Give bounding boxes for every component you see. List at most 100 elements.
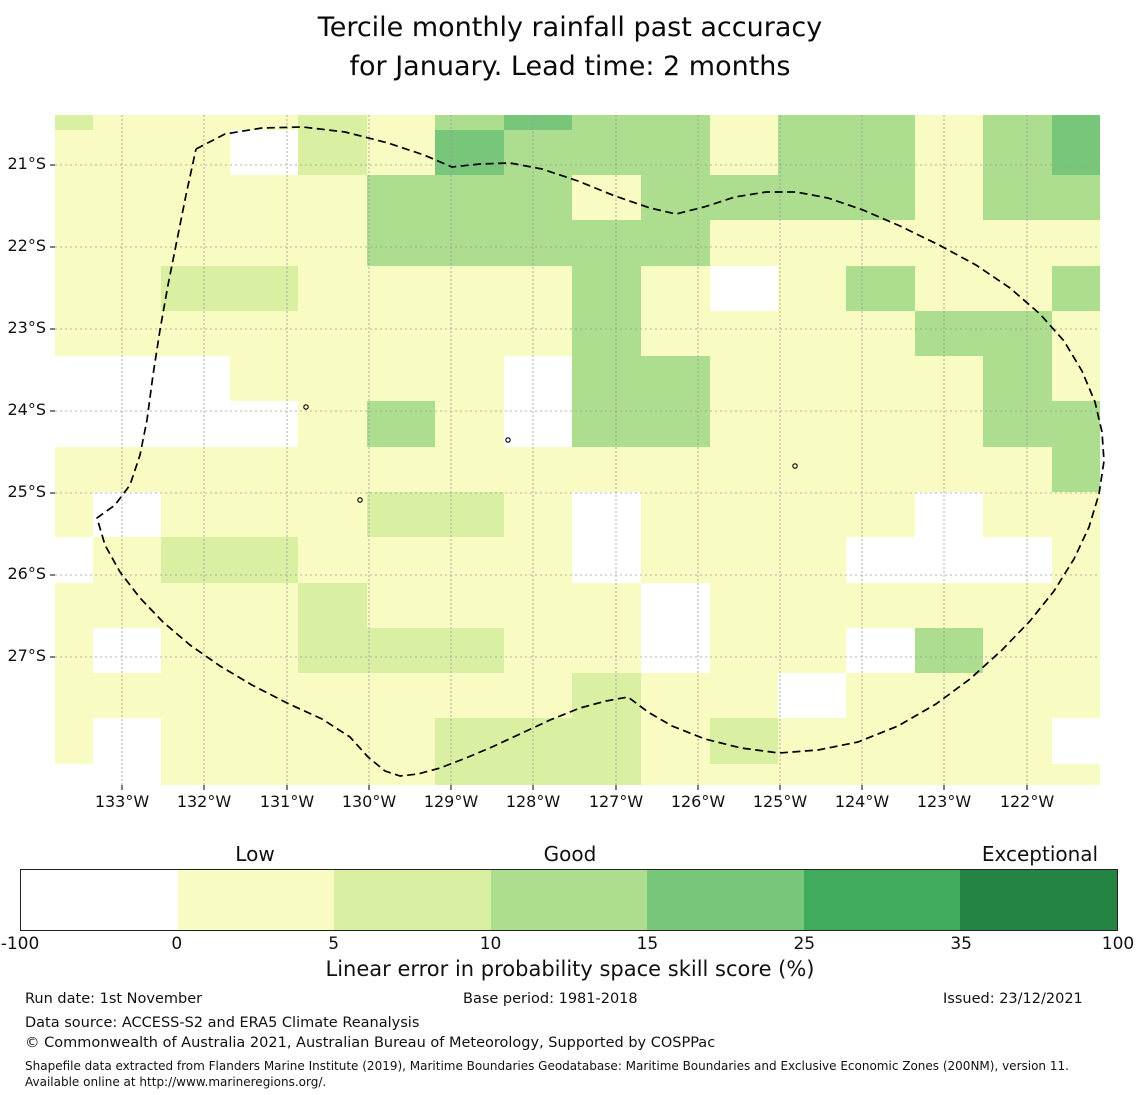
heatmap-cell <box>846 628 915 673</box>
heatmap-cell <box>915 115 983 130</box>
heatmap-cell <box>367 266 435 311</box>
footer-issued: Issued: 23/12/2021 <box>943 991 1083 1007</box>
heatmap-cell <box>161 401 230 447</box>
heatmap-cell <box>93 628 161 673</box>
heatmap-cell <box>983 537 1052 583</box>
colorbar-category-label: Good <box>543 842 597 866</box>
heatmap-cell <box>572 266 641 311</box>
heatmap-cell <box>504 266 572 311</box>
heatmap-cell <box>983 718 1052 764</box>
y-axis-tick-label: 26°S <box>7 564 46 583</box>
heatmap-cell <box>367 130 435 175</box>
heatmap-cell <box>93 266 161 311</box>
heatmap-cell <box>298 311 367 356</box>
heatmap-cell <box>161 220 230 266</box>
heatmap-cell <box>504 673 572 718</box>
colorbar-axis-label: Linear error in probability space skill … <box>325 957 815 981</box>
heatmap-cell <box>55 356 93 401</box>
heatmap-cell <box>93 175 161 220</box>
heatmap-cell <box>915 356 983 401</box>
colorbar-segment <box>960 870 1118 930</box>
heatmap-cell <box>778 311 846 356</box>
heatmap-cell <box>1052 115 1100 130</box>
heatmap-cell <box>846 175 915 220</box>
heatmap-cell <box>298 266 367 311</box>
heatmap-cell <box>230 492 298 537</box>
heatmap-cell <box>778 492 846 537</box>
heatmap-cell <box>983 356 1052 401</box>
heatmap-cell <box>983 401 1052 447</box>
heatmap-cell <box>778 718 846 764</box>
heatmap-cell <box>572 130 641 175</box>
heatmap-cell <box>641 175 710 220</box>
heatmap-cell <box>298 356 367 401</box>
heatmap-cell <box>230 628 298 673</box>
heatmap-cell <box>846 311 915 356</box>
heatmap-cell <box>572 537 641 583</box>
colorbar-category-label: Low <box>235 842 275 866</box>
colorbar-category-label: Exceptional <box>981 842 1099 866</box>
heatmap-cell <box>983 220 1052 266</box>
heatmap-cell <box>846 356 915 401</box>
heatmap-cell <box>93 220 161 266</box>
heatmap-cell <box>1052 266 1100 311</box>
heatmap-cell <box>778 764 846 785</box>
heatmap-cell <box>778 673 846 718</box>
heatmap-cell <box>846 718 915 764</box>
heatmap-cell <box>710 356 778 401</box>
x-axis-tick-label: 124°W <box>834 792 890 811</box>
heatmap-cell <box>846 220 915 266</box>
heatmap-cell <box>93 764 161 785</box>
colorbar-segment <box>490 870 648 930</box>
heatmap-cell <box>1052 401 1100 447</box>
heatmap-cell <box>641 718 710 764</box>
heatmap-cell <box>710 764 778 785</box>
heatmap-cell <box>504 115 572 130</box>
heatmap-cell <box>230 583 298 628</box>
footer-shapefile-note: Shapefile data extracted from Flanders M… <box>25 1059 1069 1089</box>
y-axis-tick-label: 25°S <box>7 482 46 501</box>
heatmap-cell <box>161 492 230 537</box>
heatmap-cell <box>230 356 298 401</box>
footer-data-source: Data source: ACCESS-S2 and ERA5 Climate … <box>25 1015 420 1031</box>
heatmap-cell <box>1052 628 1100 673</box>
heatmap-cell <box>55 220 93 266</box>
x-axis-tick-label: 127°W <box>588 792 644 811</box>
heatmap-cell <box>435 447 504 492</box>
heatmap-cell <box>55 492 93 537</box>
heatmap-cell <box>435 311 504 356</box>
heatmap-cell <box>778 356 846 401</box>
heatmap-cell <box>641 220 710 266</box>
heatmap-cell <box>55 583 93 628</box>
heatmap-cell <box>983 266 1052 311</box>
heatmap-cell <box>572 401 641 447</box>
heatmap-cell <box>778 447 846 492</box>
heatmap-cell <box>915 130 983 175</box>
heatmap-cell <box>230 673 298 718</box>
colorbar-tick-label: -100 <box>0 934 40 954</box>
heatmap-cell <box>1052 311 1100 356</box>
heatmap-cell <box>230 175 298 220</box>
heatmap-cell <box>572 718 641 764</box>
heatmap-cell <box>778 266 846 311</box>
heatmap-cell <box>298 175 367 220</box>
heatmap-cell <box>915 401 983 447</box>
heatmap-cell <box>161 764 230 785</box>
heatmap-cell <box>55 175 93 220</box>
heatmap-cell <box>915 537 983 583</box>
heatmap-cell <box>846 115 915 130</box>
heatmap-cell <box>778 537 846 583</box>
heatmap-cell <box>298 673 367 718</box>
heatmap-cell <box>915 628 983 673</box>
heatmap-cell <box>298 130 367 175</box>
heatmap-cell <box>230 764 298 785</box>
heatmap-cell <box>915 175 983 220</box>
heatmap-cell <box>1052 175 1100 220</box>
heatmap-cell <box>55 115 93 130</box>
heatmap-cell <box>367 115 435 130</box>
heatmap-cell <box>230 266 298 311</box>
heatmap-cell <box>504 492 572 537</box>
heatmap-cell <box>846 583 915 628</box>
heatmap-cell <box>55 537 93 583</box>
